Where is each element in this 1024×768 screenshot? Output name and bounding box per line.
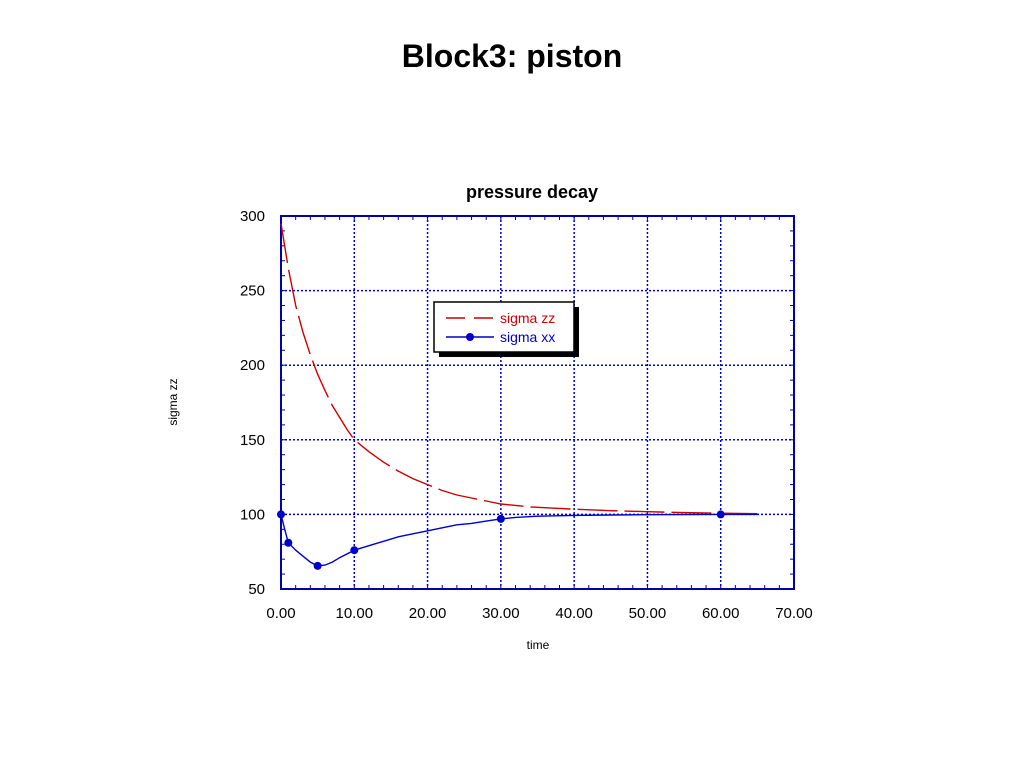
x-tick-label-3: 30.00 xyxy=(482,605,520,622)
series-line-sigma-xx xyxy=(280,513,758,567)
minor-ticks xyxy=(280,215,795,590)
y-tick-label-0: 50 xyxy=(248,581,265,598)
x-tick-label-1: 10.00 xyxy=(336,605,374,622)
grid-lines xyxy=(280,215,795,590)
x-tick-label-2: 20.00 xyxy=(409,605,447,622)
series-marker-sigma-xx-4 xyxy=(496,514,505,523)
legend-label-sigma-zz: sigma zz xyxy=(500,310,555,326)
page-title: Block3: piston xyxy=(401,38,623,74)
y-tick-label-4: 250 xyxy=(240,283,265,300)
y-tick-label-5: 300 xyxy=(240,208,265,225)
y-tick-label-3: 200 xyxy=(240,357,265,374)
series-marker-sigma-xx-0 xyxy=(277,510,285,519)
x-tick-label-7: 70.00 xyxy=(775,605,813,622)
legend-label-sigma-xx: sigma xx xyxy=(500,329,555,345)
series-line-sigma-zz xyxy=(280,223,758,515)
chart-title: pressure decay xyxy=(466,182,598,202)
tick-labels: 0.00 10.00 20.00 30.00 40.00 50.00 60.00 70.00 5… xyxy=(240,208,813,622)
series-layer xyxy=(277,223,758,570)
series-marker-sigma-xx-5 xyxy=(716,510,725,519)
legend-marker-sigma-xx xyxy=(466,333,474,341)
plot-frame xyxy=(280,215,795,590)
series-marker-sigma-xx-3 xyxy=(350,546,359,555)
y-axis-title: sigma zz xyxy=(166,378,180,425)
y-tick-label-2: 150 xyxy=(240,432,265,449)
y-tick-label-1: 100 xyxy=(240,506,265,523)
x-axis-title: time xyxy=(527,638,550,652)
x-tick-label-5: 50.00 xyxy=(629,605,667,622)
legend-box xyxy=(433,301,575,353)
legend: sigma zz sigma xx xyxy=(433,301,579,357)
series-marker-sigma-xx-1 xyxy=(284,538,293,547)
x-tick-label-4: 40.00 xyxy=(555,605,593,622)
x-tick-label-6: 60.00 xyxy=(702,605,740,622)
x-tick-label-0: 0.00 xyxy=(266,605,295,622)
series-marker-sigma-xx-2 xyxy=(313,561,322,570)
